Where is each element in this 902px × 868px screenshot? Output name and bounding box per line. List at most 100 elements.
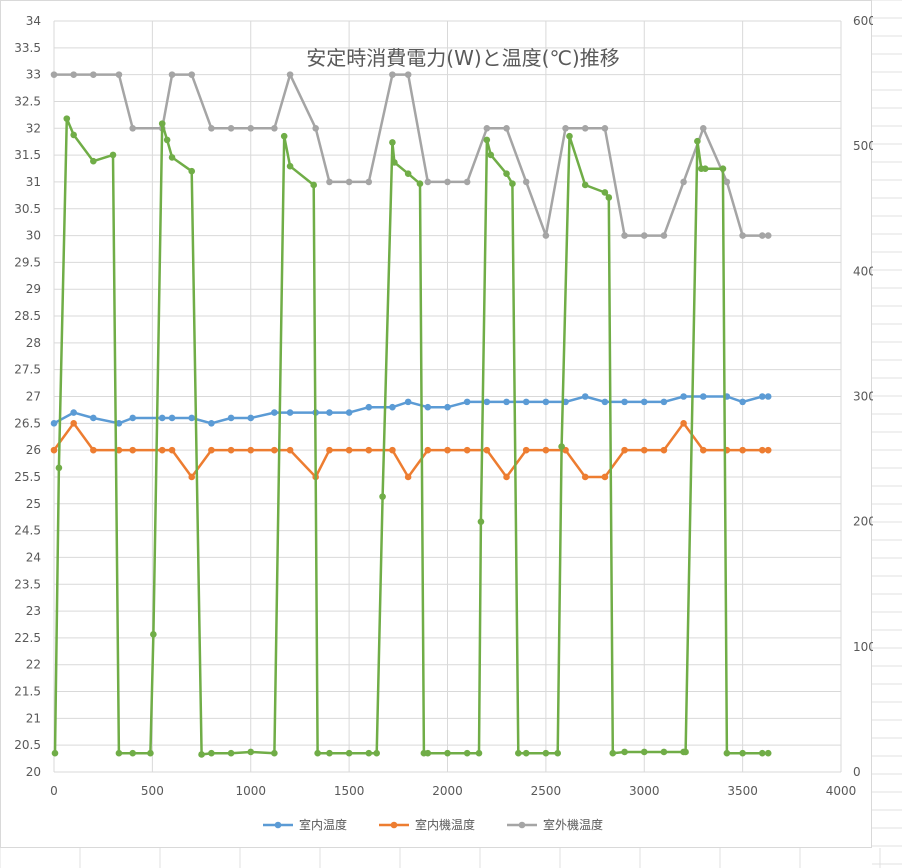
data-point[interactable] xyxy=(542,446,550,454)
data-point[interactable] xyxy=(739,749,746,757)
data-point[interactable] xyxy=(198,751,205,758)
data-point[interactable] xyxy=(694,137,701,145)
data-point[interactable] xyxy=(314,749,321,757)
data-point[interactable] xyxy=(247,748,255,756)
data-point[interactable] xyxy=(286,71,294,78)
data-point[interactable] xyxy=(150,631,157,638)
data-point[interactable] xyxy=(660,232,668,239)
data-point[interactable] xyxy=(601,124,609,132)
data-point[interactable] xyxy=(345,446,353,454)
data-point[interactable] xyxy=(158,414,166,422)
data-point[interactable] xyxy=(699,393,707,400)
data-point[interactable] xyxy=(389,446,396,454)
data-point[interactable] xyxy=(682,748,689,756)
data-point[interactable] xyxy=(115,71,123,78)
data-point[interactable] xyxy=(50,446,58,454)
data-point[interactable] xyxy=(581,181,589,189)
data-point[interactable] xyxy=(326,446,333,454)
data-point[interactable] xyxy=(680,393,687,400)
data-point[interactable] xyxy=(739,446,746,454)
data-point[interactable] xyxy=(90,446,97,454)
data-point[interactable] xyxy=(444,178,451,186)
data-point[interactable] xyxy=(227,446,235,454)
data-point[interactable] xyxy=(621,398,628,406)
data-point[interactable] xyxy=(391,159,398,166)
data-point[interactable] xyxy=(503,398,510,406)
data-point[interactable] xyxy=(764,393,772,400)
data-point[interactable] xyxy=(326,178,333,186)
data-point[interactable] xyxy=(503,170,510,178)
data-point[interactable] xyxy=(424,446,432,454)
data-point[interactable] xyxy=(739,398,746,406)
data-point[interactable] xyxy=(515,749,522,757)
data-point[interactable] xyxy=(581,124,589,132)
data-point[interactable] xyxy=(701,165,709,172)
data-point[interactable] xyxy=(404,170,412,178)
data-point[interactable] xyxy=(271,446,278,454)
data-point[interactable] xyxy=(168,446,176,454)
data-point[interactable] xyxy=(621,446,628,454)
data-point[interactable] xyxy=(188,414,196,422)
data-point[interactable] xyxy=(463,178,471,186)
data-point[interactable] xyxy=(483,398,491,406)
data-point[interactable] xyxy=(660,446,668,454)
data-point[interactable] xyxy=(271,409,278,416)
data-point[interactable] xyxy=(542,232,550,239)
data-point[interactable] xyxy=(566,132,573,140)
data-point[interactable] xyxy=(483,124,491,132)
data-point[interactable] xyxy=(115,420,123,427)
data-point[interactable] xyxy=(310,181,318,189)
data-point[interactable] xyxy=(70,131,77,139)
data-point[interactable] xyxy=(404,71,412,78)
data-point[interactable] xyxy=(247,414,255,422)
data-point[interactable] xyxy=(621,232,628,239)
data-point[interactable] xyxy=(554,749,561,757)
data-point[interactable] xyxy=(129,446,136,454)
data-point[interactable] xyxy=(365,446,373,454)
data-point[interactable] xyxy=(463,446,471,454)
data-point[interactable] xyxy=(759,232,766,239)
data-point[interactable] xyxy=(286,162,294,170)
data-point[interactable] xyxy=(188,167,196,175)
data-point[interactable] xyxy=(764,749,772,757)
data-point[interactable] xyxy=(424,403,432,411)
data-point[interactable] xyxy=(621,748,628,756)
data-point[interactable] xyxy=(129,124,136,132)
data-point[interactable] xyxy=(70,420,77,427)
data-point[interactable] xyxy=(601,189,609,196)
data-point[interactable] xyxy=(271,124,278,132)
data-point[interactable] xyxy=(601,398,609,406)
data-point[interactable] xyxy=(389,403,396,411)
data-point[interactable] xyxy=(444,403,451,411)
data-point[interactable] xyxy=(463,749,471,757)
data-point[interactable] xyxy=(764,232,772,239)
data-point[interactable] xyxy=(158,120,166,127)
data-point[interactable] xyxy=(247,124,255,132)
data-point[interactable] xyxy=(50,420,58,427)
data-point[interactable] xyxy=(129,749,136,757)
legend-item[interactable]: 室外機温度 xyxy=(507,817,603,832)
data-point[interactable] xyxy=(286,409,294,416)
data-point[interactable] xyxy=(424,749,432,757)
data-point[interactable] xyxy=(286,446,294,454)
data-point[interactable] xyxy=(475,749,483,757)
data-point[interactable] xyxy=(90,414,97,422)
data-point[interactable] xyxy=(70,409,77,416)
data-point[interactable] xyxy=(326,409,333,416)
data-point[interactable] xyxy=(188,473,196,481)
data-point[interactable] xyxy=(680,420,687,427)
data-point[interactable] xyxy=(764,446,772,454)
data-point[interactable] xyxy=(389,71,396,78)
data-point[interactable] xyxy=(558,443,565,450)
data-point[interactable] xyxy=(581,473,589,481)
data-point[interactable] xyxy=(487,151,495,159)
data-point[interactable] xyxy=(509,180,516,188)
data-point[interactable] xyxy=(109,151,117,159)
data-point[interactable] xyxy=(444,446,451,454)
data-point[interactable] xyxy=(463,398,471,406)
data-point[interactable] xyxy=(168,71,176,78)
data-point[interactable] xyxy=(444,749,451,757)
data-point[interactable] xyxy=(601,473,609,481)
data-point[interactable] xyxy=(168,414,176,422)
data-point[interactable] xyxy=(55,464,63,472)
